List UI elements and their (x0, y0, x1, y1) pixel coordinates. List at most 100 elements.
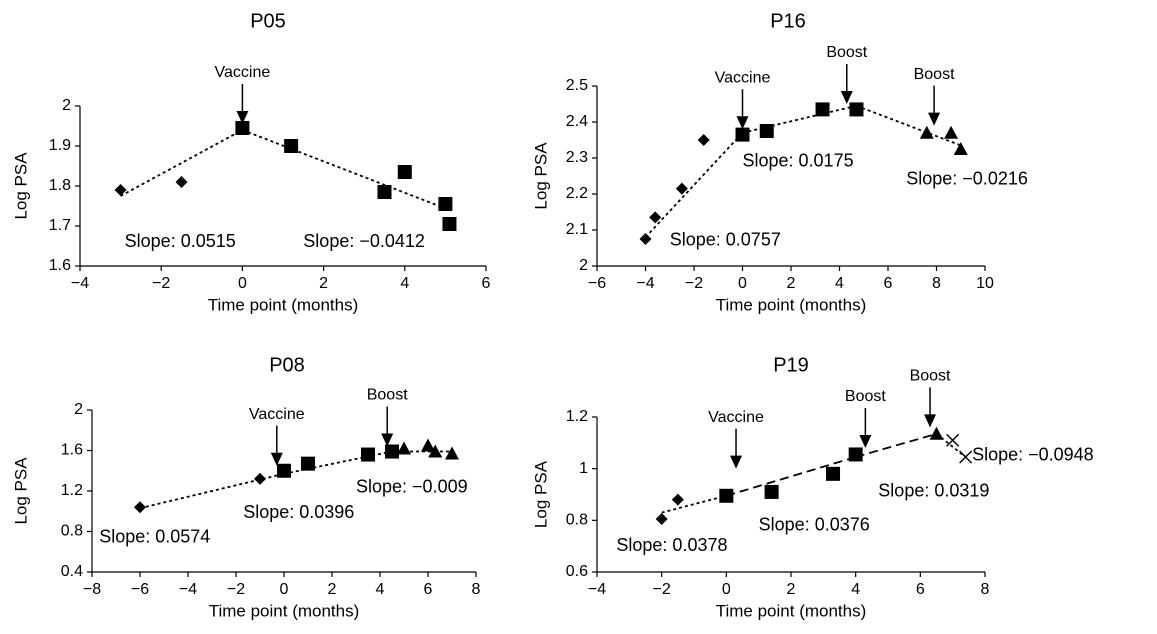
x-tick-label: 8 (981, 581, 990, 598)
slope-annotation: Slope: −0.0948 (972, 445, 1094, 465)
data-point-square (815, 102, 830, 117)
data-point-x (946, 433, 960, 447)
x-tick-label: −2 (152, 275, 170, 292)
y-tick-label: 0.4 (61, 563, 83, 580)
data-point-triangle (944, 125, 959, 139)
y-tick-label: 1.7 (49, 217, 71, 234)
data-point-square (385, 444, 399, 459)
arrow-boost: Boost (367, 387, 408, 447)
data-point-diamond (639, 233, 652, 245)
x-tick-label: −6 (588, 275, 606, 292)
x-tick-label: 6 (884, 275, 893, 292)
panel-title: P19 (773, 354, 809, 376)
x-tick-label: 2 (787, 581, 796, 598)
trend-line (139, 472, 285, 510)
y-tick-label: 1.6 (61, 442, 83, 459)
y-tick-label: 2.2 (566, 185, 588, 202)
data-point-diamond (697, 134, 710, 146)
x-tick-label: −2 (685, 275, 703, 292)
data-point-diamond (114, 184, 127, 196)
data-point-square (377, 185, 392, 199)
arrow-vaccine: Vaccine (708, 409, 764, 469)
x-tick-label: 4 (851, 581, 860, 598)
arrow-boost: Boost (910, 368, 951, 428)
data-point-diamond (671, 493, 684, 506)
panel-p19: P19 0.6 0.8 1 1.2 −4 −2 0 2 4 6 8 Time point (months… (531, 354, 1093, 620)
data-point-triangle (421, 438, 435, 452)
data-point-diamond (254, 472, 266, 485)
arrow-label: Vaccine (249, 406, 305, 423)
slope-annotation: Slope: 0.0319 (878, 481, 989, 501)
slope-annotation: Slope: −0.0412 (303, 231, 425, 251)
trend-line (742, 104, 857, 134)
slope-annotation: Slope: 0.0757 (670, 230, 781, 250)
y-tick-label: 0.6 (566, 563, 588, 580)
arrow-head (928, 112, 941, 126)
y-tick-label: 1.2 (61, 482, 83, 499)
arrow-label: Boost (845, 388, 886, 405)
data-point-diamond (175, 176, 188, 188)
data-point-square (849, 102, 864, 117)
arrow-head (736, 116, 749, 130)
panel-p08: P08 0.4 0.8 1.2 1.6 2 −8 −6 −4 −2 0 2 4 6 8 Time point … (11, 354, 480, 620)
y-tick-label: 0.8 (61, 523, 83, 540)
slope-annotation: Slope: −0.009 (356, 477, 468, 497)
x-tick-label: 2 (319, 275, 328, 292)
y-axis-label: Log PSA (531, 460, 550, 528)
x-tick-label: 8 (472, 581, 481, 598)
data-point-square (735, 127, 750, 142)
x-tick-label: 8 (932, 275, 941, 292)
slope-annotation: Slope: 0.0376 (759, 514, 870, 534)
y-tick-label: 1.6 (49, 257, 71, 274)
arrow-label: Boost (914, 66, 955, 83)
x-axis-label: Time point (months) (716, 601, 867, 620)
data-point-diamond (134, 501, 146, 514)
x-tick-label: −4 (588, 581, 606, 598)
y-tick-label: 1.9 (49, 137, 71, 154)
arrow-vaccine: Vaccine (249, 406, 305, 466)
y-tick-label: 2 (62, 97, 71, 114)
x-tick-label: 2 (787, 275, 796, 292)
data-point-square (284, 139, 299, 153)
slope-annotation: Slope: 0.0175 (743, 150, 854, 170)
x-tick-label: −6 (131, 581, 149, 598)
data-point-triangle (919, 125, 934, 139)
x-tick-label: −4 (636, 275, 654, 292)
data-point-square (438, 197, 453, 211)
data-point-square (719, 488, 734, 503)
trend-line (661, 494, 727, 514)
slope-annotation: Slope: 0.0574 (99, 526, 210, 546)
data-point-square (361, 447, 375, 462)
arrow-vaccine: Vaccine (215, 64, 270, 124)
arrow-label: Vaccine (708, 409, 764, 426)
data-point-square (826, 466, 841, 481)
x-tick-label: 0 (722, 581, 731, 598)
data-point-diamond (675, 182, 688, 195)
arrow-head (236, 111, 249, 124)
panel-title: P08 (269, 354, 305, 376)
panel-p16: P16 2 2.1 2.2 2.3 2.4 2.5 −6 −4 −2 0 2 4 6 8 10 Time poi… (531, 10, 1027, 314)
x-tick-label: 0 (280, 581, 289, 598)
trend-line (726, 456, 856, 497)
trend-line (856, 104, 962, 147)
data-point-triangle (953, 142, 968, 155)
trend-line (644, 132, 744, 238)
arrow-label: Vaccine (715, 69, 771, 86)
y-tick-label: 2 (74, 401, 83, 418)
arrow-boost: Boost (845, 388, 886, 448)
x-tick-label: 6 (482, 275, 491, 292)
y-tick-label: 2 (579, 257, 588, 274)
y-tick-label: 2.5 (566, 77, 588, 94)
arrow-head (859, 435, 872, 448)
arrow-boost: Boost (914, 66, 955, 126)
y-tick-label: 2.1 (566, 221, 588, 238)
y-axis-label: Log PSA (531, 142, 550, 210)
x-tick-label: −2 (653, 581, 671, 598)
arrow-head (381, 433, 394, 447)
data-point-triangle (428, 444, 443, 458)
x-axis-label: Time point (months) (208, 295, 359, 314)
x-tick-label: 4 (376, 581, 385, 598)
panel-title: P05 (250, 10, 286, 32)
x-tick-label: 6 (424, 581, 433, 598)
